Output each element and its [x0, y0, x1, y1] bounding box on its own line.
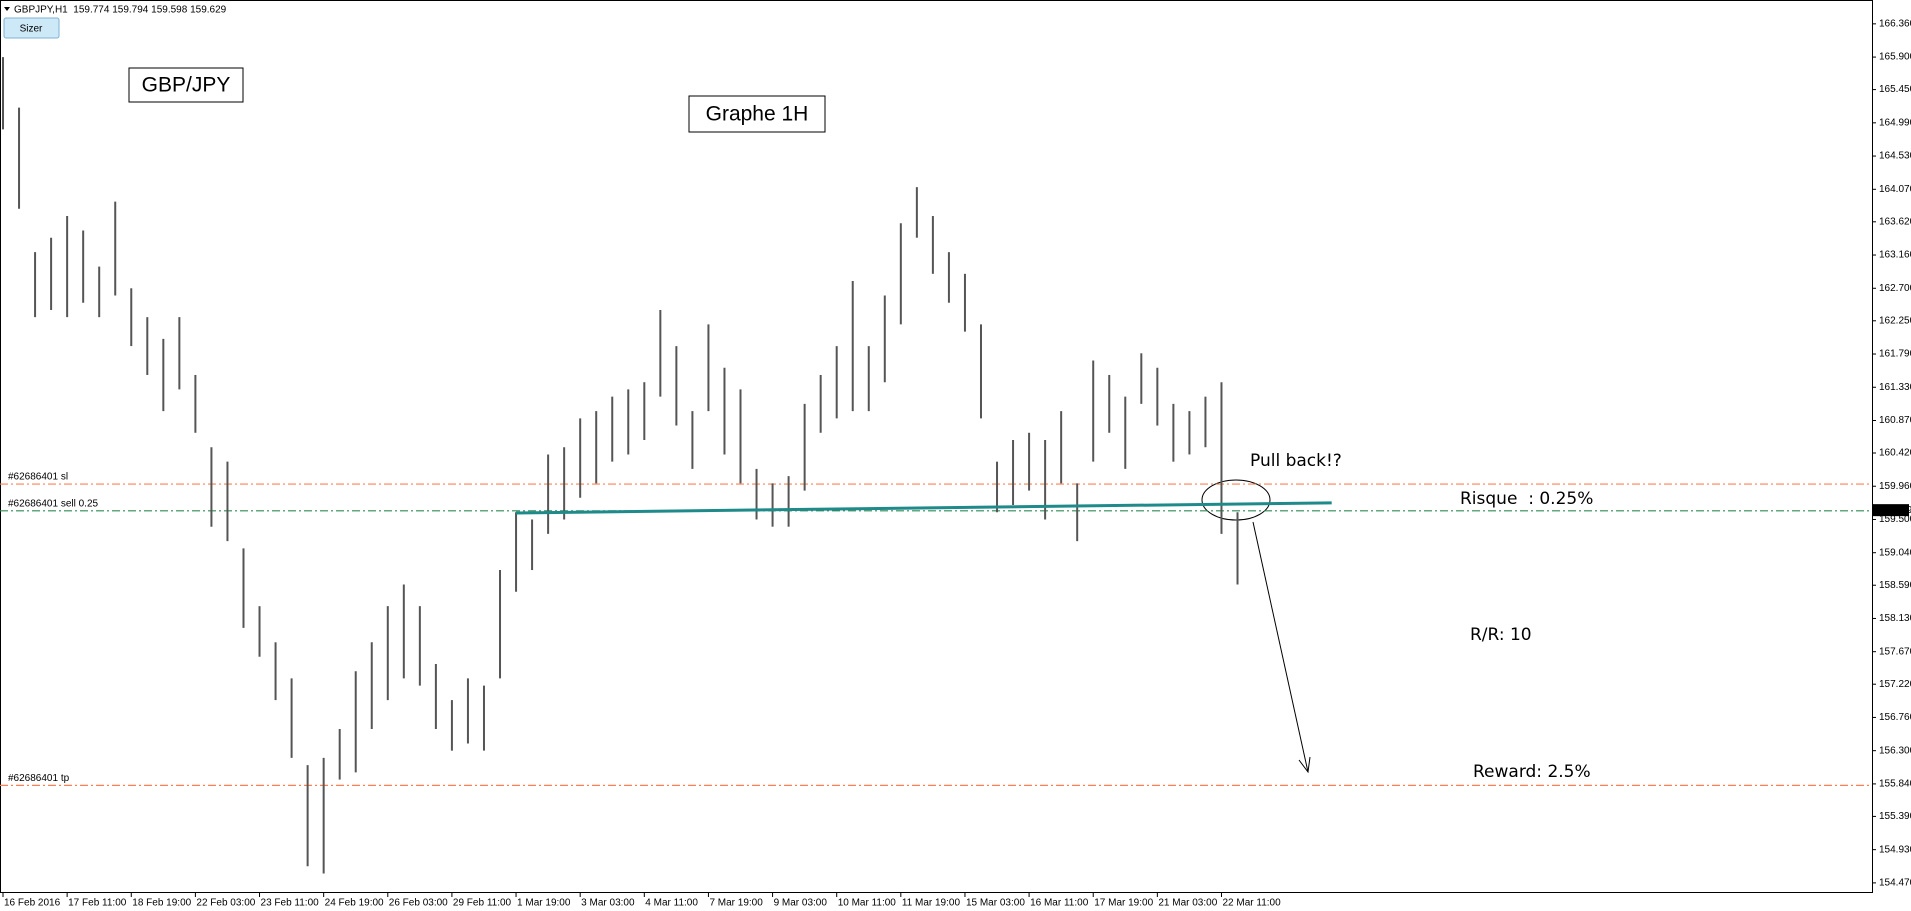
x-tick-label: 10 Mar 11:00	[838, 898, 897, 909]
x-tick-label: 7 Mar 19:00	[709, 898, 763, 909]
y-tick-label: 166.360	[1879, 18, 1911, 29]
x-tick-label: 15 Mar 03:00	[966, 898, 1025, 909]
annotation-box	[128, 67, 244, 103]
order-level-label: #62686401 tp	[8, 773, 70, 784]
x-tick-label: 26 Feb 03:00	[389, 898, 448, 909]
x-tick-label: 22 Mar 11:00	[1222, 898, 1281, 909]
x-tick-label: 16 Mar 11:00	[1030, 898, 1089, 909]
x-tick-label: 24 Feb 19:00	[325, 898, 384, 909]
y-tick-label: 157.670	[1879, 646, 1911, 657]
y-tick-label: 155.390	[1879, 811, 1911, 822]
y-tick-label: 159.960	[1879, 481, 1911, 492]
trendline	[516, 501, 1332, 515]
y-tick-label: 164.990	[1879, 117, 1911, 128]
annotation: R/R: 10	[1470, 625, 1532, 645]
y-tick-label: 163.620	[1879, 216, 1911, 227]
x-tick-label: 9 Mar 03:00	[774, 898, 828, 909]
y-tick-label: 164.070	[1879, 184, 1911, 195]
y-tick-label: 158.590	[1879, 580, 1911, 591]
y-tick-label: 161.330	[1879, 382, 1911, 393]
y-tick-label: 160.420	[1879, 448, 1911, 459]
highlight-ellipse	[1201, 479, 1271, 521]
order-level-label: #62686401 sl	[8, 472, 68, 483]
order-level-label: #62686401 sell 0.25	[8, 498, 99, 509]
y-tick-label: 157.220	[1879, 679, 1911, 690]
y-tick-label: 155.840	[1879, 779, 1911, 790]
annotation: Risque : 0.25%	[1460, 489, 1593, 509]
annotation: Graphe 1H	[706, 103, 809, 126]
x-tick-label: 17 Mar 19:00	[1094, 898, 1153, 909]
y-tick-label: 164.530	[1879, 151, 1911, 162]
y-tick-label: 165.900	[1879, 52, 1911, 63]
x-tick-label: 23 Feb 11:00	[261, 898, 320, 909]
sizer-button[interactable]	[3, 17, 60, 39]
y-tick-label: 154.930	[1879, 844, 1911, 855]
y-tick-label: 160.870	[1879, 415, 1911, 426]
x-tick-label: 3 Mar 03:00	[581, 898, 635, 909]
y-tick-label: 158.130	[1879, 613, 1911, 624]
y-tick-label: 163.160	[1879, 250, 1911, 261]
y-tick-label: 165.450	[1879, 84, 1911, 95]
x-tick-label: 18 Feb 19:00	[132, 898, 191, 909]
y-tick-label: 161.790	[1879, 349, 1911, 360]
arrow	[1252, 521, 1309, 773]
arrow-head	[1298, 756, 1311, 774]
y-tick-label: 159.040	[1879, 547, 1911, 558]
x-tick-label: 1 Mar 19:00	[517, 898, 571, 909]
sizer-button-label[interactable]: Sizer	[20, 24, 43, 35]
menu-arrow[interactable]	[4, 7, 10, 11]
symbol-header: GBPJPY,H1 159.774 159.794 159.598 159.62…	[14, 5, 227, 16]
last-price-label: 159.629	[1876, 505, 1911, 516]
x-tick-label: 4 Mar 11:00	[645, 898, 698, 909]
y-tick-label: 162.250	[1879, 315, 1911, 326]
annotation: Pull back!?	[1250, 451, 1342, 471]
x-tick-label: 11 Mar 19:00	[902, 898, 961, 909]
last-price-tag	[1873, 504, 1909, 517]
annotation-box	[688, 95, 826, 133]
annotation: GBP/JPY	[142, 74, 231, 97]
y-tick-label: 156.760	[1879, 712, 1911, 723]
y-tick-label: 159.500	[1879, 514, 1911, 525]
x-tick-label: 29 Feb 11:00	[453, 898, 512, 909]
x-tick-label: 22 Feb 03:00	[196, 898, 255, 909]
y-tick-label: 156.300	[1879, 745, 1911, 756]
x-tick-label: 21 Mar 03:00	[1158, 898, 1217, 909]
annotation: Reward: 2.5%	[1473, 762, 1591, 782]
plot-frame	[0, 0, 1873, 893]
y-tick-label: 162.700	[1879, 283, 1911, 294]
x-tick-label: 16 Feb 2016	[4, 898, 61, 909]
x-tick-label: 17 Feb 11:00	[68, 898, 127, 909]
y-tick-label: 154.470	[1879, 878, 1911, 889]
